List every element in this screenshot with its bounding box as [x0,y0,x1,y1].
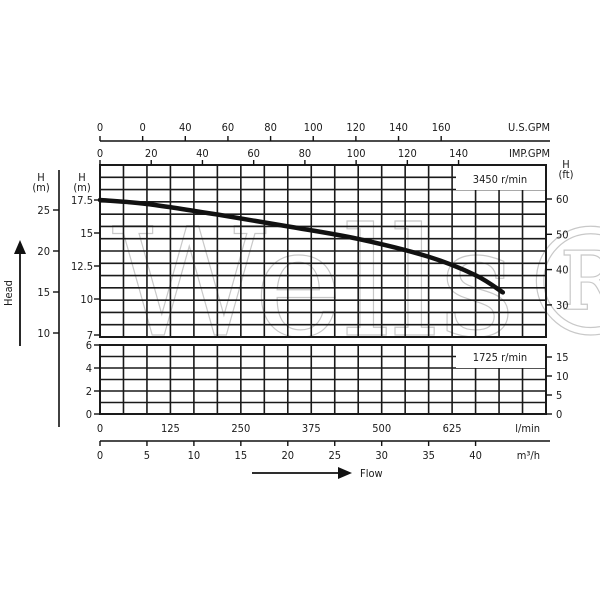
head-upper-tick-label: 7 [87,329,93,342]
head-outer-tick-label: 15 [37,286,50,299]
head-lower-ft-tick-label: 5 [556,389,562,402]
speed-box-lower [456,346,545,368]
imp-gpm-unit: IMP.GPM [509,147,550,160]
head-ft-unit: (ft) [559,168,574,181]
imp-gpm-tick-label: 80 [299,147,312,160]
head-ft-unit: H [562,158,569,171]
head-outer-tick-label: 10 [37,327,50,340]
us-gpm-tick-label: 0 [97,121,103,134]
m3h-tick-label: 40 [469,449,482,462]
watermark-text: Wells® [112,197,600,371]
head-upper-tick-label: 17.5 [71,194,93,207]
head-outer-tick-label: 20 [37,245,50,258]
us-gpm-tick-label: 140 [389,121,408,134]
head-lower-tick-label: 0 [86,408,92,421]
flow-label: Flow [360,467,383,480]
head-ft-tick-label: 30 [556,299,569,312]
m3h-tick-label: 20 [281,449,294,462]
head-upper-tick-label: 12.5 [71,260,93,273]
head-lower-tick-label: 6 [86,339,92,352]
l-min-tick-label: 375 [302,422,321,435]
head-outer-unit: H [37,171,44,184]
us-gpm-tick-label: 100 [304,121,323,134]
speed-label-upper: 3450 r/min [473,173,527,186]
m3h-tick-label: 35 [422,449,435,462]
us-gpm-tick-label: 160 [432,121,451,134]
head-lower-tick-label: 4 [86,362,92,375]
head-upper-tick-label: 10 [80,293,93,306]
imp-gpm-tick-label: 20 [145,147,158,160]
l-min-tick-label: 125 [161,422,180,435]
us-gpm-tick-label: 0 [139,121,145,134]
head-ft-tick-label: 60 [556,193,569,206]
us-gpm-tick-label: 80 [264,121,277,134]
imp-gpm-tick-label: 100 [347,147,366,160]
head-curve-3450 [97,197,506,295]
m3h-tick-label: 25 [328,449,341,462]
head-outer-tick-label: 25 [37,204,50,217]
watermark-logo: Wells® [111,196,600,371]
head-ft-tick-label: 40 [556,264,569,277]
head-label: Head [2,280,15,306]
imp-gpm-tick-label: 120 [398,147,417,160]
l-min-tick-label: 250 [231,422,250,435]
m3h-tick-label: 30 [375,449,388,462]
head-lower-ft-tick-label: 0 [556,408,562,421]
head-outer-unit: (m) [32,181,50,194]
us-gpm-unit: U.S.GPM [508,121,550,134]
l-min-tick-label: 500 [372,422,391,435]
l-min-unit: l/min [515,422,540,435]
head-lower-ft-tick-label: 15 [556,351,569,364]
l-min-tick-label: 0 [97,422,103,435]
m3h-tick-label: 5 [144,449,150,462]
head-lower-tick-label: 2 [86,385,92,398]
speed-label-lower: 1725 r/min [473,351,527,364]
imp-gpm-tick-label: 0 [97,147,103,160]
us-gpm-tick-label: 120 [346,121,365,134]
speed-box-upper [456,166,545,190]
us-gpm-tick-label: 40 [179,121,192,134]
m3h-tick-label: 0 [97,449,103,462]
imp-gpm-tick-label: 60 [247,147,260,160]
l-min-tick-label: 625 [443,422,462,435]
m3h-tick-label: 15 [235,449,248,462]
speed-labels: 3450 r/min 1725 r/min [456,166,545,368]
head-upper-unit: H [78,171,85,184]
m3h-tick-label: 10 [188,449,201,462]
head-lower-ft-tick-label: 10 [556,370,569,383]
grid [99,164,547,415]
flow-arrow-head-icon [338,467,352,479]
imp-gpm-tick-label: 40 [196,147,209,160]
head-upper-tick-label: 15 [80,227,93,240]
imp-gpm-tick-label: 140 [449,147,468,160]
m3h-unit: m³/h [517,449,540,462]
curves [97,197,506,295]
us-gpm-tick-label: 60 [222,121,235,134]
head-upper-unit: (m) [73,181,91,194]
head-arrow-head-icon [14,240,26,254]
head-ft-tick-label: 50 [556,228,569,241]
